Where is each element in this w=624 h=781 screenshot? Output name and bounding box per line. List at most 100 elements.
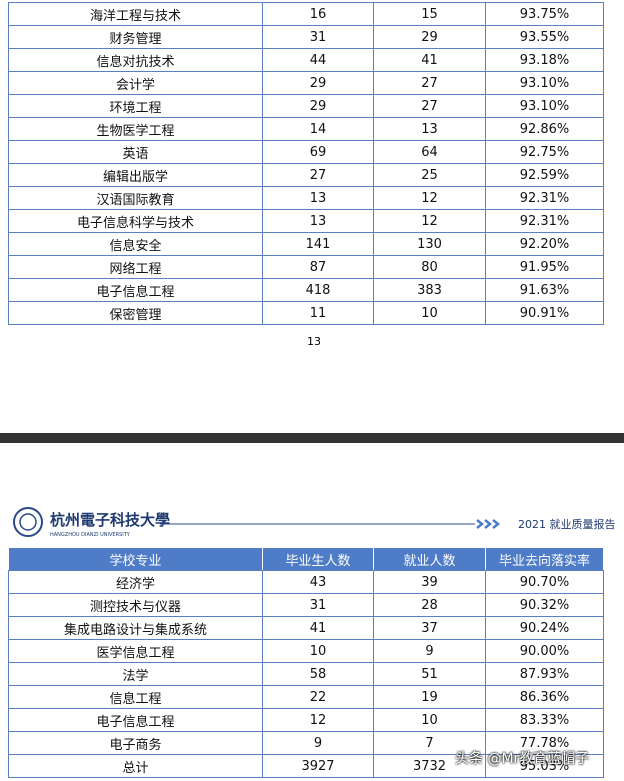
table-cell: 64 (373, 140, 486, 164)
table-cell: 93.55% (485, 25, 604, 49)
table-cell: 83.33% (485, 708, 604, 732)
page-number: 13 (307, 335, 321, 348)
table-cell: 9 (373, 639, 486, 663)
table-cell: 91.95% (485, 255, 604, 279)
table-cell: 130 (373, 232, 486, 256)
university-en: HANGZHOU DIANZI UNIVERSITY (50, 532, 131, 538)
table-cell: 91.63% (485, 278, 604, 302)
table-cell: 15 (373, 2, 486, 26)
table-cell: 信息对抗技术 (8, 48, 263, 72)
table-cell: 90.32% (485, 593, 604, 617)
table-cell: 10 (373, 708, 486, 732)
table-cell: 92.31% (485, 209, 604, 233)
table-cell: 25 (373, 163, 486, 187)
table-cell: 编辑出版学 (8, 163, 263, 187)
table-cell: 信息工程 (8, 685, 263, 709)
table-cell: 12 (373, 186, 486, 210)
table-cell: 网络工程 (8, 255, 263, 279)
report-title: 2021 就业质量报告 (518, 517, 616, 531)
table-cell: 14 (262, 117, 374, 141)
table-cell: 汉语国际教育 (8, 186, 263, 210)
table-cell: 87 (262, 255, 374, 279)
header-cell: 学校专业 (8, 547, 263, 571)
table-cell: 43 (262, 570, 374, 594)
table-cell: 86.36% (485, 685, 604, 709)
table-cell: 电子商务 (8, 731, 263, 755)
table-cell: 69 (262, 140, 374, 164)
table-cell: 9 (262, 731, 374, 755)
table-cell: 29 (262, 71, 374, 95)
table-cell: 28 (373, 593, 486, 617)
table-cell: 90.70% (485, 570, 604, 594)
table-cell: 93.10% (485, 94, 604, 118)
table-cell: 93.18% (485, 48, 604, 72)
logo-inner (19, 513, 37, 531)
table-cell: 10 (373, 301, 486, 325)
table-cell: 39 (373, 570, 486, 594)
table-cell: 41 (373, 48, 486, 72)
table-cell: 92.59% (485, 163, 604, 187)
table-cell: 环境工程 (8, 94, 263, 118)
table-cell: 92.31% (485, 186, 604, 210)
table-cell: 13 (262, 186, 374, 210)
table-cell: 19 (373, 685, 486, 709)
table-cell: 92.20% (485, 232, 604, 256)
header-arrows (476, 519, 501, 529)
table-cell: 电子信息工程 (8, 278, 263, 302)
page-separator (0, 433, 624, 443)
table-cell: 22 (262, 685, 374, 709)
table-cell: 93.10% (485, 71, 604, 95)
table-cell: 11 (262, 301, 374, 325)
table-cell: 信息安全 (8, 232, 263, 256)
table-cell: 集成电路设计与集成系统 (8, 616, 263, 640)
page-header: 杭州電子科技大學 HANGZHOU DIANZI UNIVERSITY 2021… (13, 507, 616, 538)
table-cell: 92.86% (485, 117, 604, 141)
table-cell: 31 (262, 25, 374, 49)
table-cell: 29 (262, 94, 374, 118)
table-cell: 27 (373, 94, 486, 118)
table-cell: 51 (373, 662, 486, 686)
table-cell: 44 (262, 48, 374, 72)
university-name: 杭州電子科技大學 (50, 511, 170, 529)
header-cell: 毕业去向落实率 (485, 547, 604, 571)
table-cell: 93.75% (485, 2, 604, 26)
table-cell: 31 (262, 593, 374, 617)
table-cell: 58 (262, 662, 374, 686)
table-cell: 生物医学工程 (8, 117, 263, 141)
table-cell: 法学 (8, 662, 263, 686)
table-cell: 经济学 (8, 570, 263, 594)
table-cell: 会计学 (8, 71, 263, 95)
table-cell: 3927 (262, 754, 374, 778)
header-cell: 就业人数 (373, 547, 486, 571)
header-cell: 毕业生人数 (262, 547, 374, 571)
table-cell: 418 (262, 278, 374, 302)
table-cell: 保密管理 (8, 301, 263, 325)
table-cell: 13 (373, 117, 486, 141)
table-cell: 总计 (8, 754, 263, 778)
table-cell: 英语 (8, 140, 263, 164)
table-cell: 财务管理 (8, 25, 263, 49)
table-cell: 27 (373, 71, 486, 95)
table-cell: 12 (262, 708, 374, 732)
table-cell: 12 (373, 209, 486, 233)
table-cell: 95.03% (485, 754, 604, 778)
table-cell: 90.00% (485, 639, 604, 663)
table-cell: 电子信息科学与技术 (8, 209, 263, 233)
table-cell: 90.91% (485, 301, 604, 325)
table-cell: 医学信息工程 (8, 639, 263, 663)
table-cell: 测控技术与仪器 (8, 593, 263, 617)
table-cell: 27 (262, 163, 374, 187)
table-cell: 13 (262, 209, 374, 233)
table-cell: 383 (373, 278, 486, 302)
table-cell: 电子信息工程 (8, 708, 263, 732)
table-cell: 海洋工程与技术 (8, 2, 263, 26)
table-cell: 16 (262, 2, 374, 26)
logo (13, 507, 43, 537)
table-cell: 37 (373, 616, 486, 640)
table-cell: 41 (262, 616, 374, 640)
table-cell: 29 (373, 25, 486, 49)
table-cell: 80 (373, 255, 486, 279)
table-cell: 90.24% (485, 616, 604, 640)
watermark: 头条 @Mr教育蓝帽子 (455, 751, 590, 767)
